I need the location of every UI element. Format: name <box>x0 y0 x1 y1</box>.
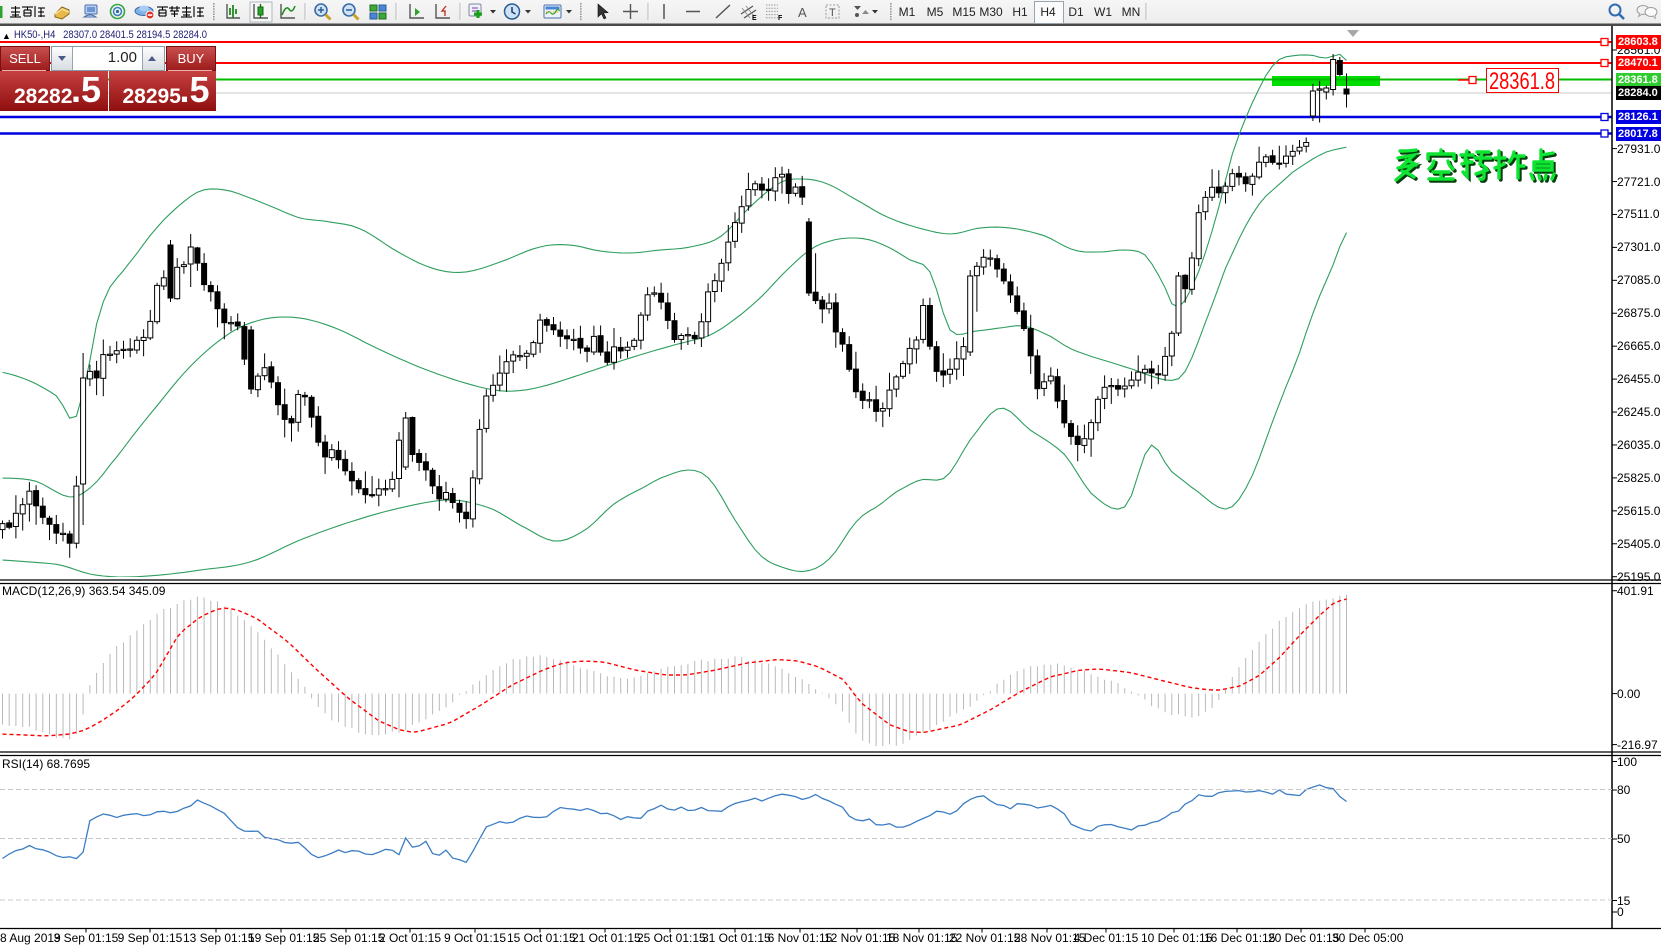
svg-text:28361.8: 28361.8 <box>1489 68 1555 95</box>
svg-text:F: F <box>778 15 783 22</box>
svg-text:E: E <box>752 15 757 22</box>
svg-text:A: A <box>798 5 807 20</box>
svg-text:T: T <box>829 7 836 19</box>
